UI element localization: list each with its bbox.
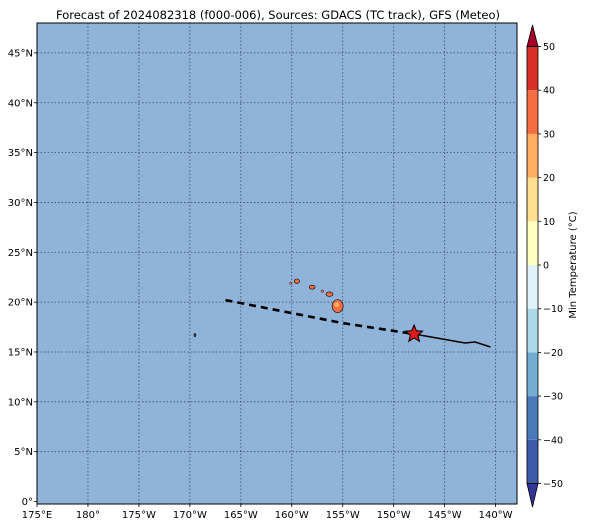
map-frame bbox=[36, 22, 518, 505]
colorbar-segment bbox=[527, 439, 538, 484]
colorbar: 50 40 30 20 10 0 −10 −20 −30 −40 −50 bbox=[526, 24, 563, 508]
colorbar-tick-label: 50 bbox=[543, 42, 555, 53]
storm-position-star-icon bbox=[404, 323, 424, 343]
islet-shape bbox=[289, 281, 293, 285]
lat-tick-label: 40°N bbox=[8, 98, 33, 109]
lat-tick-label: 10°N bbox=[8, 397, 33, 408]
past-track-line bbox=[413, 333, 491, 348]
lat-tick-label: 35°N bbox=[8, 148, 33, 159]
lon-tick-label: 150°W bbox=[377, 510, 411, 521]
colorbar-segment bbox=[527, 352, 538, 397]
colorbar-segment bbox=[527, 396, 538, 440]
lon-tick-label: 155°W bbox=[326, 510, 360, 521]
colorbar-tick-label: −40 bbox=[543, 435, 563, 446]
map-title: Forecast of 2024082318 (f000-006), Sourc… bbox=[56, 8, 500, 22]
map-panel: 175°E 180° 175°W 170°W 165°W 160°W 155°W 150°W 1… bbox=[8, 22, 518, 521]
colorbar-segment bbox=[527, 46, 538, 91]
colorbar-tick-label: 0 bbox=[543, 261, 549, 272]
lat-tick-label: 20°N bbox=[8, 298, 33, 309]
lat-tick-label: 25°N bbox=[8, 248, 33, 259]
lat-tick-label: 30°N bbox=[8, 198, 33, 209]
colorbar-segment bbox=[527, 177, 538, 222]
lon-tick-label: 140°W bbox=[479, 510, 513, 521]
colorbar-tick-label: −50 bbox=[543, 479, 563, 490]
lon-tick-label: 160°W bbox=[275, 510, 309, 521]
lon-tick-label: 180° bbox=[76, 510, 100, 521]
island-shape bbox=[293, 278, 300, 284]
colorbar-segment bbox=[527, 221, 538, 265]
latitude-tick-labels: 0° 5°N 10°N 15°N 20°N 25°N 30°N 35°N 40°N 45°N bbox=[8, 48, 33, 508]
colorbar-segment bbox=[527, 90, 538, 134]
colorbar-label: Min Temperature (°C) bbox=[568, 211, 579, 318]
colorbar-max-extension bbox=[526, 24, 539, 47]
colorbar-tick-label: 20 bbox=[543, 173, 555, 184]
colorbar-segment bbox=[527, 308, 538, 353]
colorbar-tick-label: −20 bbox=[543, 348, 563, 359]
island-shape bbox=[325, 291, 334, 297]
lon-tick-label: 165°W bbox=[224, 510, 258, 521]
ocean-background bbox=[37, 23, 517, 504]
colorbar-tick-label: 10 bbox=[543, 217, 555, 228]
longitude-tick-labels: 175°E 180° 175°W 170°W 165°W 160°W 155°W 150°W 1… bbox=[22, 510, 513, 521]
lon-tick-label: 170°W bbox=[173, 510, 207, 521]
colorbar-segment bbox=[527, 265, 538, 309]
storm-tracks bbox=[225, 298, 491, 348]
colorbar-segment bbox=[527, 133, 538, 178]
lat-tick-label: 45°N bbox=[8, 48, 33, 59]
lat-tick-label: 5°N bbox=[14, 447, 33, 458]
islet-shape bbox=[320, 289, 324, 293]
island-shape bbox=[308, 284, 316, 290]
colorbar-tick-label: 40 bbox=[543, 86, 555, 97]
colorbar-min-extension bbox=[526, 483, 539, 508]
island-shape bbox=[193, 333, 197, 337]
lon-tick-label: 175°E bbox=[22, 510, 52, 521]
lon-tick-label: 145°W bbox=[428, 510, 462, 521]
lat-tick-label: 0° bbox=[22, 497, 33, 508]
island-highland bbox=[334, 302, 340, 308]
colorbar-tick-label: 30 bbox=[543, 129, 555, 140]
islands bbox=[193, 278, 344, 337]
colorbar-tick-label: −10 bbox=[543, 304, 563, 315]
lat-tick-label: 15°N bbox=[8, 347, 33, 358]
colorbar-tick-label: −30 bbox=[543, 392, 563, 403]
lon-tick-label: 175°W bbox=[122, 510, 156, 521]
